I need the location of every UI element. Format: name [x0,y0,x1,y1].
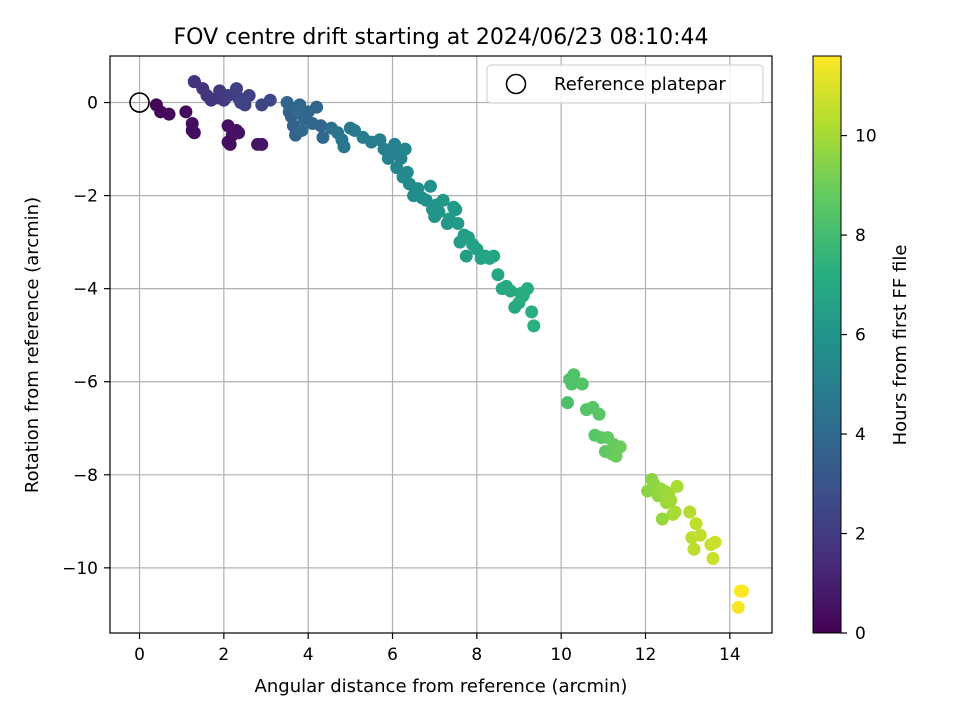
chart-title: FOV centre drift starting at 2024/06/23 … [174,25,709,50]
data-point [491,268,505,282]
x-tick-label: 14 [719,645,741,665]
data-point [234,96,248,110]
data-point [179,105,193,119]
data-point [689,517,703,531]
data-point [527,319,541,333]
data-point [419,193,433,207]
x-tick-label: 10 [550,645,572,665]
data-point [731,600,745,614]
colorbar-tick-label: 6 [855,326,866,346]
data-point [232,126,246,140]
plot-frame [109,55,773,634]
data-point [613,440,627,454]
x-tick-label: 12 [635,645,657,665]
colorbar-tick-label: 8 [855,226,866,246]
x-tick-label: 0 [134,645,145,665]
data-point [337,140,351,154]
legend-box [486,64,764,104]
data-point [504,284,518,298]
data-point [592,407,606,421]
y-axis: 0 −2 −4 −6 −8 −10 [62,94,110,579]
colorbar-gradient [812,55,842,634]
data-point [575,377,589,391]
data-point [655,512,669,526]
colorbar-tick-label: 10 [855,127,877,147]
data-point [432,205,446,219]
data-point [735,584,749,598]
data-point [263,93,277,107]
colorbar-ticks: 0 2 4 6 8 10 [841,127,877,644]
y-tick-label: −10 [62,559,98,579]
data-point [670,479,684,493]
x-tick-label: 4 [303,645,314,665]
data-point [708,535,722,549]
y-tick-label: −2 [73,187,98,207]
data-point [316,130,330,144]
data-point [436,193,450,207]
legend: Reference platepar [486,64,764,104]
reference-marker [129,92,150,113]
data-point [664,493,678,507]
data-point [400,165,414,179]
data-point [423,179,437,193]
data-point [451,217,465,231]
data-point [565,377,579,391]
data-point [185,123,199,137]
x-axis: 0 2 4 6 8 10 12 14 [134,633,741,665]
data-point [398,142,412,156]
y-axis-label: Rotation from reference (arcmin) [22,197,43,493]
data-point [525,305,539,319]
data-point [560,396,574,410]
colorbar-tick-label: 0 [855,624,866,644]
data-point [291,103,305,117]
data-point [487,249,501,263]
data-point [687,542,701,556]
data-point [683,505,697,519]
data-point [162,107,176,121]
legend-reference-marker [505,73,527,95]
x-axis-label: Angular distance from reference (arcmin) [255,676,628,697]
data-point [221,135,235,149]
y-tick-label: −6 [73,373,98,393]
colorbar-label: Hours from first FF file [890,245,911,446]
data-point [314,119,328,133]
y-tick-label: −4 [73,280,98,300]
data-point [520,282,534,296]
data-point [449,203,463,217]
data-point [310,100,324,114]
data-point [706,552,720,566]
y-tick-label: −8 [73,466,98,486]
legend-label: Reference platepar [554,74,726,95]
data-point [693,528,707,542]
colorbar-tick-label: 2 [855,525,866,545]
data-points [129,75,749,614]
colorbar-tick-label: 4 [855,425,866,445]
data-point [668,505,682,519]
y-tick-label: 0 [87,94,98,114]
x-tick-label: 8 [471,645,482,665]
data-point [459,249,473,263]
data-point [295,123,309,137]
colorbar: 0 2 4 6 8 10 Hours from first FF file [812,55,911,644]
x-tick-label: 6 [387,645,398,665]
x-tick-label: 2 [218,645,229,665]
data-point [255,137,269,151]
